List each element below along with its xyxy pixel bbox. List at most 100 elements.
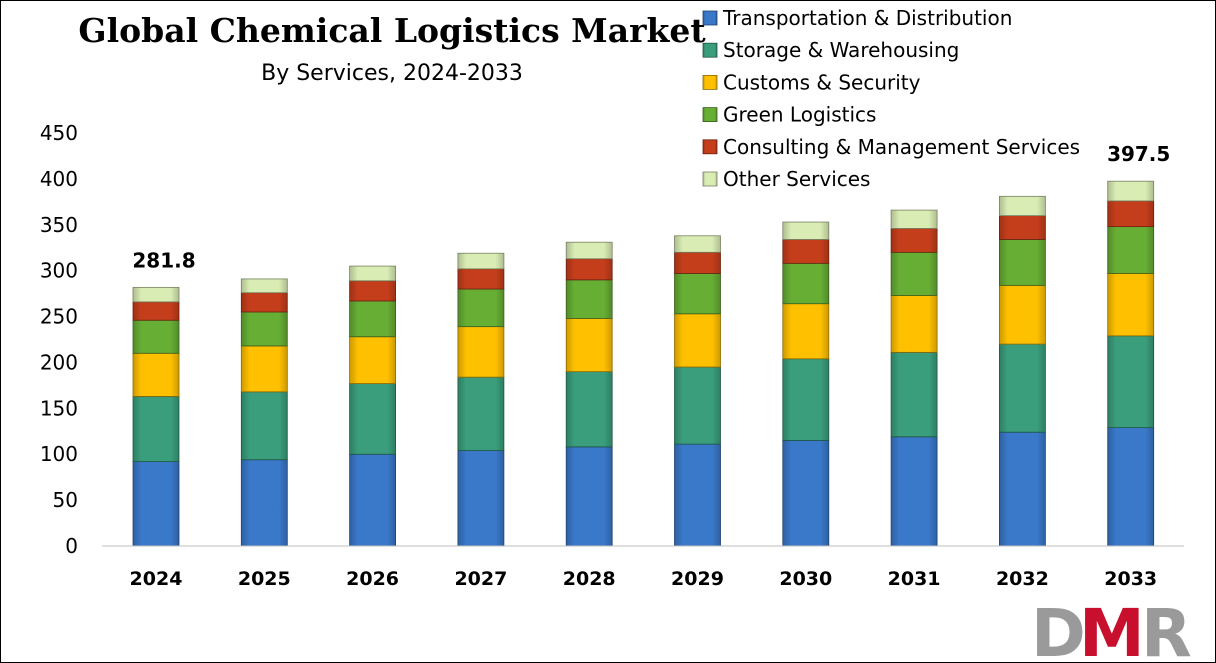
bar-segment bbox=[240, 311, 288, 347]
bar-segment bbox=[999, 195, 1046, 216]
y-tick-label: 200 bbox=[40, 350, 78, 374]
bar-segment bbox=[349, 280, 397, 302]
legend-swatch bbox=[702, 42, 718, 58]
bar-segment bbox=[457, 326, 505, 378]
legend: Transportation & Distribution Storage & W… bbox=[702, 6, 1080, 191]
bar-segment bbox=[457, 288, 505, 328]
bar-segment bbox=[999, 215, 1046, 240]
bar-segment bbox=[457, 376, 505, 451]
dmr-logo: D M R bbox=[1031, 595, 1192, 662]
legend-swatch bbox=[702, 10, 718, 26]
bar-segment bbox=[457, 268, 505, 290]
bar-segment bbox=[132, 352, 180, 397]
bar-segment bbox=[457, 252, 505, 270]
legend-label: Green Logistics bbox=[723, 103, 876, 127]
bar-segment bbox=[782, 239, 830, 264]
y-tick-label: 250 bbox=[40, 305, 78, 329]
x-tick-label: 2024 bbox=[130, 568, 183, 590]
legend-swatch bbox=[702, 171, 718, 187]
bar-segment bbox=[240, 391, 288, 461]
bar-segment bbox=[349, 453, 397, 547]
bar-segment bbox=[1107, 200, 1155, 228]
bar-segment bbox=[890, 251, 938, 296]
bars-group bbox=[132, 180, 1155, 547]
y-axis: 0 50 100 150 200 250 300 350 400 450 bbox=[40, 121, 78, 558]
bar-segment bbox=[674, 251, 721, 274]
legend-label: Storage & Warehousing bbox=[723, 38, 959, 62]
bar-segment bbox=[890, 209, 938, 229]
bar-segment bbox=[1107, 226, 1155, 274]
bar-segment bbox=[782, 440, 830, 547]
y-tick-label: 0 bbox=[65, 534, 78, 558]
bar-segment bbox=[1107, 335, 1155, 429]
bar-segment bbox=[674, 235, 721, 253]
bar-segment bbox=[240, 278, 288, 294]
bar-segment bbox=[1107, 180, 1155, 202]
bar-segment bbox=[1107, 273, 1155, 337]
x-tick-label: 2033 bbox=[1104, 568, 1157, 590]
y-tick-label: 350 bbox=[40, 213, 78, 237]
bar-segment bbox=[132, 319, 180, 354]
bar-segment bbox=[890, 228, 938, 253]
legend-label: Transportation & Distribution bbox=[722, 6, 1012, 30]
x-tick-label: 2031 bbox=[888, 568, 941, 590]
logo-letter-m: M bbox=[1079, 595, 1145, 662]
legend-label: Customs & Security bbox=[723, 70, 921, 94]
legend-swatch bbox=[702, 107, 718, 122]
bar-segment bbox=[565, 446, 613, 547]
bar-segment bbox=[890, 351, 938, 438]
chart-title: Global Chemical Logistics Market bbox=[78, 11, 706, 50]
bar-segment bbox=[132, 461, 180, 547]
bar-segment bbox=[999, 343, 1046, 433]
x-axis: 2024 2025 2026 2027 2028 2029 2030 2031 2032 2033 bbox=[130, 568, 1158, 590]
bar-segment bbox=[349, 383, 397, 455]
x-tick-label: 2029 bbox=[671, 568, 724, 590]
legend-label: Other Services bbox=[723, 167, 870, 191]
chart-subtitle: By Services, 2024-2033 bbox=[261, 61, 523, 86]
bar-segment bbox=[240, 292, 288, 313]
bar-segment bbox=[782, 358, 830, 441]
bar-segment bbox=[999, 239, 1046, 286]
bar-segment bbox=[674, 273, 721, 315]
bar-segment bbox=[240, 459, 288, 547]
bar-segment bbox=[674, 443, 721, 547]
bar-segment bbox=[240, 345, 288, 393]
bar-segment bbox=[349, 336, 397, 384]
y-tick-label: 150 bbox=[40, 396, 78, 420]
bar-segment bbox=[565, 241, 613, 260]
data-labels: 281.8 397.5 bbox=[132, 142, 1170, 272]
y-tick-label: 400 bbox=[40, 167, 78, 191]
y-tick-label: 50 bbox=[53, 488, 78, 512]
logo-letter-r: R bbox=[1141, 595, 1192, 662]
bar-segment bbox=[349, 300, 397, 338]
bar-segment bbox=[457, 450, 505, 547]
legend-swatch bbox=[702, 75, 718, 90]
legend-label: Consulting & Management Services bbox=[723, 135, 1080, 159]
bar-segment bbox=[674, 366, 721, 445]
bar-segment bbox=[132, 301, 180, 321]
bar-segment bbox=[674, 313, 721, 368]
bar-segment bbox=[132, 286, 180, 303]
bar-segment bbox=[132, 396, 180, 462]
bar-segment bbox=[1107, 427, 1155, 547]
x-tick-label: 2030 bbox=[779, 568, 832, 590]
x-tick-label: 2025 bbox=[238, 568, 291, 590]
x-tick-label: 2027 bbox=[454, 568, 507, 590]
bar-segment bbox=[565, 279, 613, 319]
x-tick-label: 2032 bbox=[996, 568, 1049, 590]
y-tick-label: 100 bbox=[40, 442, 78, 466]
y-tick-label: 300 bbox=[40, 259, 78, 283]
legend-swatch bbox=[702, 139, 718, 155]
total-data-label: 281.8 bbox=[132, 248, 195, 272]
bar-segment bbox=[565, 317, 613, 373]
x-tick-label: 2026 bbox=[346, 568, 399, 590]
total-data-label: 397.5 bbox=[1107, 142, 1170, 166]
x-tick-label: 2028 bbox=[563, 568, 616, 590]
bar-segment bbox=[565, 258, 613, 281]
bar-segment bbox=[999, 431, 1046, 547]
bar-segment bbox=[349, 265, 397, 282]
bar-segment bbox=[565, 371, 613, 448]
bar-segment bbox=[890, 436, 938, 547]
